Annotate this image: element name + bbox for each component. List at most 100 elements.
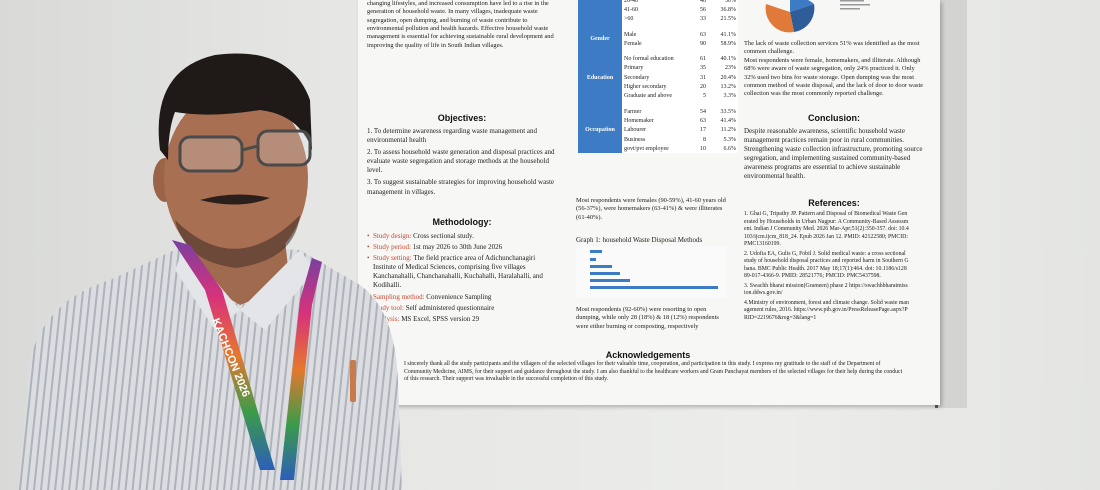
table-cell: 56 <box>690 5 708 15</box>
table-cell: 58.9% <box>708 39 738 49</box>
objective-item: 1. To determine awareness regarding wast… <box>367 127 538 145</box>
table-cell: 41-60 <box>622 5 690 15</box>
table-cell: 3.3% <box>708 91 738 101</box>
objectives-heading: Objectives: <box>437 113 487 123</box>
table-cell: 33.5% <box>708 106 738 117</box>
table-cell: 21.5% <box>708 14 738 24</box>
table-cell: 5 <box>690 91 708 101</box>
reference-item: 3. Swachh bharat mission(Grameen) phase … <box>744 282 908 297</box>
table-row: govt/pvt employee 10 6.6% <box>578 144 738 154</box>
group-cell <box>578 48 622 55</box>
group-cell <box>578 23 622 30</box>
graph-bar <box>590 250 602 253</box>
poster: changing lifestyles, and increased consu… <box>358 0 940 405</box>
table-cell: 61 <box>690 54 708 64</box>
methodology-text: 1st may 2026 to 30th June 2026 <box>412 243 503 252</box>
table-cell: No formal education <box>622 54 690 64</box>
reference-item: 1. Ghai G, Tripathy JP. Pattern and Disp… <box>744 211 909 248</box>
table-cell: >60 <box>622 14 690 24</box>
table-spacer <box>578 48 738 55</box>
table-row: Labourer 17 11.2% <box>578 125 738 135</box>
objective-item: 2. To assess household waste generation … <box>367 148 555 175</box>
table-cell: 46 <box>690 0 708 6</box>
pie-legend <box>840 0 870 10</box>
pie-slice <box>790 0 814 12</box>
table-row: Primary 35 23% <box>578 63 738 74</box>
methodology-label: Study period: <box>373 243 411 252</box>
table-cell <box>622 100 738 107</box>
table-cell: Higher secondary <box>622 82 690 92</box>
table-row: Female 90 58.9% <box>578 39 738 49</box>
methodology-label: Analysis: <box>373 314 400 323</box>
group-cell <box>578 0 622 24</box>
table-cell: 63 <box>690 116 708 126</box>
table-cell: 20.4% <box>708 73 738 83</box>
methodology-text: Convenience Sampling <box>426 292 492 301</box>
graph-bar <box>590 279 630 282</box>
methodology-item: • Study period: 1st may 2026 to 30th June… <box>367 243 555 252</box>
objectives-list: 1. To determine awareness regarding wast… <box>367 127 557 200</box>
methodology-text: The field practice area of Adichunchanag… <box>373 254 543 290</box>
lanyard-left <box>172 240 275 470</box>
table-cell: 8 <box>690 134 708 145</box>
methodology-label: Study setting: <box>373 254 412 263</box>
table-cell <box>622 23 738 30</box>
graph-bar <box>590 272 620 275</box>
table-row: 26-40 46 30% <box>578 0 738 24</box>
methodology-text: Cross sectional study. <box>413 232 474 240</box>
methodology-item: • Study setting: The field practice area … <box>367 254 555 290</box>
intro-text: changing lifestyles, and increased consu… <box>367 0 554 49</box>
methodology-text: MS Excel, SPSS version 29 <box>401 314 480 323</box>
bullet: • <box>367 254 370 263</box>
table-spacer <box>578 100 738 107</box>
graph-bar <box>590 265 612 268</box>
table-cell: 41.4% <box>708 116 738 126</box>
reference-item: 2. Udofia EA, Gulis G, Fobil J. Solid me… <box>744 250 909 280</box>
graph-bar <box>590 286 718 289</box>
beard <box>175 215 300 268</box>
table-cell: 17 <box>690 125 708 135</box>
table-row: Graduate and above 5 3.3% <box>578 91 738 101</box>
table-cell: Business <box>622 134 690 145</box>
table-row: Occupation Farmer 54 33.5% <box>578 106 738 154</box>
table-cell: 41.1% <box>708 29 738 40</box>
table-cell: Male <box>622 29 690 40</box>
methodology-label: Sampling method: <box>373 292 425 301</box>
table-spacer <box>578 23 738 30</box>
group-cell: Occupation <box>578 106 622 154</box>
table-cell: 90 <box>690 39 708 49</box>
reference-item: 4.Ministry of environment, forest and cl… <box>744 299 909 321</box>
table-cell: 23% <box>708 63 738 74</box>
references-heading: References: <box>808 198 860 208</box>
pie-slice <box>765 4 794 33</box>
table-cell: 54 <box>690 106 708 117</box>
table-cell: 33 <box>690 14 708 24</box>
glasses <box>178 129 312 173</box>
findings-text: Most respondents were female, homemakers… <box>744 57 924 98</box>
references-list: 1. Ghai G, Tripathy JP. Pattern and Disp… <box>744 211 909 324</box>
table-cell: 11.2% <box>708 125 738 135</box>
table-cell: 40.1% <box>708 54 738 64</box>
table-row: Higher secondary 20 13.2% <box>578 82 738 92</box>
table-cell: Female <box>622 39 690 49</box>
table-row: >60 33 21.5% <box>578 14 738 24</box>
face <box>164 88 308 268</box>
table-note: Most respondents were females (90-59%), … <box>576 197 726 221</box>
table-cell: 6.6% <box>708 144 738 154</box>
pie-note: The lack of waste collection services 51… <box>744 40 920 56</box>
graph-title: Graph 1: household Waste Disposal Method… <box>576 236 703 244</box>
mustache <box>200 194 270 205</box>
table-cell: Graduate and above <box>622 91 690 101</box>
table-cell: 20 <box>690 82 708 92</box>
pie-chart-graphic <box>765 0 870 33</box>
table-cell: Labourer <box>622 125 690 135</box>
methodology-label: Study tool: <box>373 303 404 312</box>
table-cell: 5.3% <box>708 134 738 145</box>
acknowledgements-heading: Acknowledgements <box>605 350 691 360</box>
group-cell: Gender <box>578 29 622 49</box>
table-cell: 63 <box>690 29 708 40</box>
table-row: Business 8 5.3% <box>578 134 738 145</box>
table-cell: Farmer <box>622 106 690 117</box>
